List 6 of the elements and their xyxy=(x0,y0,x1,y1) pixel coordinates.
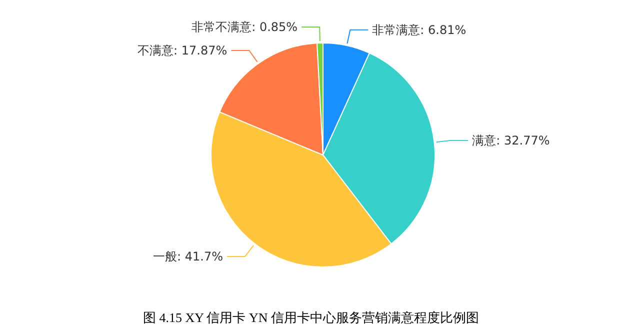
text: 图 4.15 XY 信用卡 YN 信用卡中心服务营销满意程度比例图 xyxy=(142,310,480,325)
slice-label: 非常满意: 6.81% xyxy=(372,23,466,38)
slice-label: 非常不满意: 0.85% xyxy=(192,20,298,34)
slice-label: 满意: 32.77% xyxy=(472,134,550,148)
slice-label: 一般: 41.7% xyxy=(153,250,223,264)
slice-label: 不满意: 17.87% xyxy=(138,44,228,58)
